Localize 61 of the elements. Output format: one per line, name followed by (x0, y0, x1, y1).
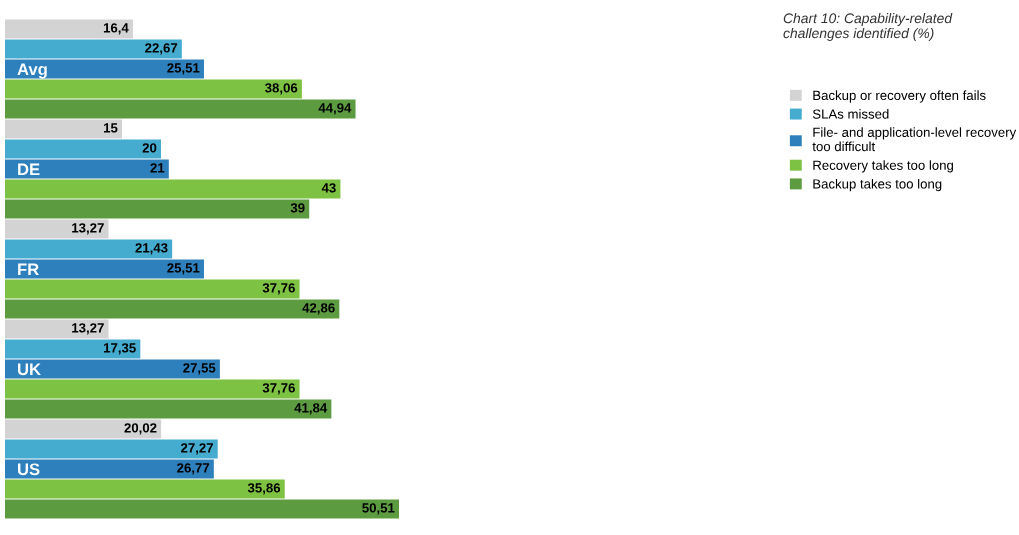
data-label: 20 (142, 143, 157, 153)
data-label: 41,84 (294, 403, 328, 415)
bar (5, 279, 300, 299)
bar (5, 99, 356, 119)
bar (5, 479, 285, 499)
legend-label: SLAs missed (812, 109, 889, 119)
bar (5, 79, 302, 99)
bar (5, 299, 340, 319)
bar (5, 159, 169, 179)
bar (5, 59, 204, 79)
data-label: 27,55 (183, 363, 216, 375)
data-label: 37,76 (262, 283, 295, 295)
y-tick-label: UK (18, 363, 41, 376)
y-tick-label: DE (18, 163, 40, 176)
legend-label: Backup or recovery often fails (813, 90, 986, 103)
bar (5, 319, 109, 339)
bar (5, 239, 173, 259)
data-label: 27,27 (180, 443, 213, 455)
data-label: 26,77 (177, 463, 210, 475)
y-tick-label: US (18, 463, 40, 476)
data-label: 38,06 (265, 83, 298, 95)
bar (5, 499, 399, 519)
data-label: 42,86 (302, 303, 335, 315)
bar (5, 359, 220, 379)
bar (5, 259, 204, 279)
data-label: 13,27 (72, 223, 104, 235)
y-tick-label: FR (18, 263, 39, 276)
data-label: 21,43 (135, 243, 168, 255)
bar (5, 459, 214, 479)
data-label: 21 (150, 163, 165, 173)
data-label: 25,51 (167, 63, 200, 75)
bar (5, 199, 310, 219)
bar (5, 19, 133, 39)
bar (5, 399, 332, 419)
data-label: 39 (290, 203, 305, 213)
data-label: 43 (321, 183, 336, 193)
legend-label: Recovery takes too long (813, 160, 954, 173)
bar (5, 379, 300, 399)
bar (5, 339, 141, 359)
data-label: 25,51 (167, 263, 200, 275)
bar (5, 119, 123, 139)
bar (5, 179, 341, 199)
data-label: 13,27 (72, 323, 104, 335)
bar (5, 219, 109, 239)
legend-label: File- and application-level recovery too difficult (812, 127, 1017, 152)
legend-label: Backup takes too long (813, 178, 942, 192)
data-label: 20,02 (124, 423, 157, 435)
data-label: 16,4 (103, 23, 129, 35)
y-tick-label: Avg (17, 63, 47, 79)
data-label: 37,76 (262, 383, 295, 395)
bar (5, 419, 162, 439)
text: Chart 10: Capability-related challenges identified (%) (783, 13, 953, 41)
bar (5, 39, 182, 59)
data-label: 50,51 (362, 503, 395, 515)
bar (5, 439, 218, 459)
data-label: 35,86 (247, 483, 281, 495)
data-label: 22,67 (145, 43, 178, 55)
data-label: 44,94 (318, 103, 352, 115)
data-label: 15 (104, 123, 118, 133)
data-label: 17,35 (103, 343, 136, 355)
bar (5, 139, 162, 159)
